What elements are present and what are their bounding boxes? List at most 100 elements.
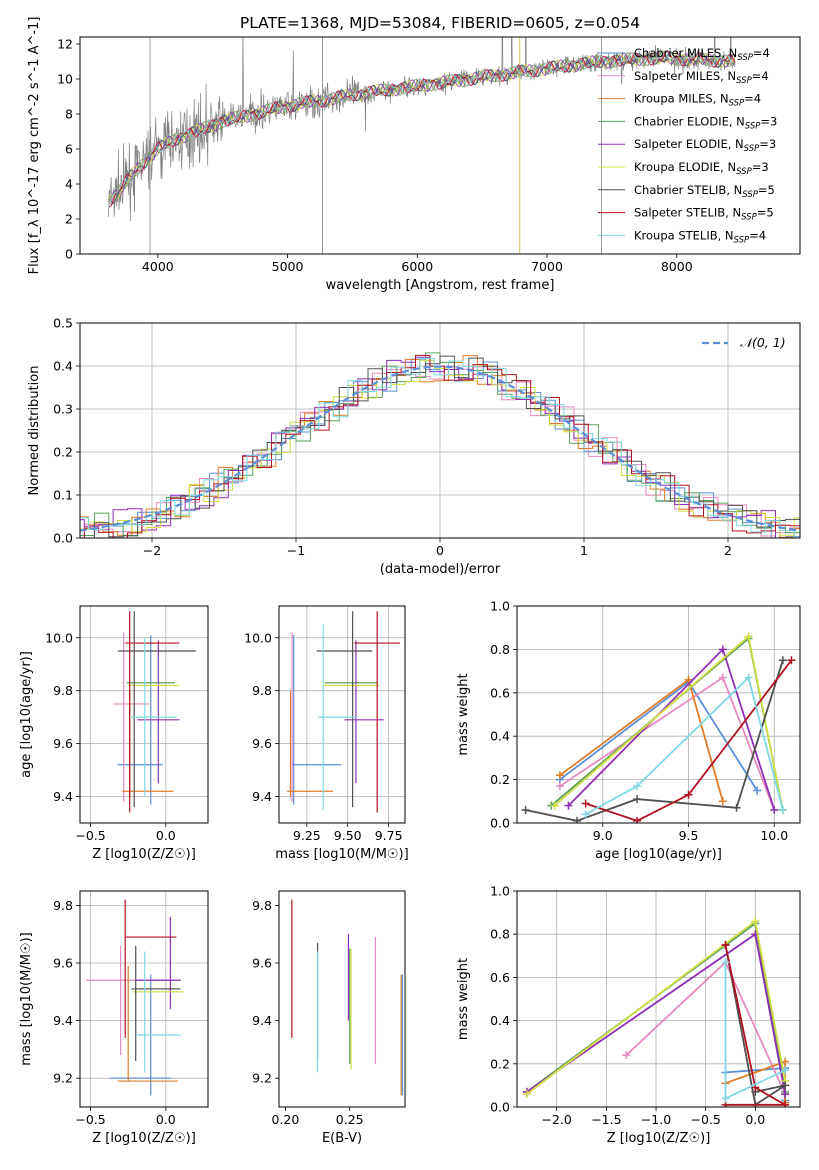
x-tick-label: 9.50 (334, 828, 362, 843)
y-tick-label: 0.5 (53, 316, 73, 331)
weight-marker-kroupa_miles (684, 675, 693, 684)
weight-marker-chabrier_stelib (778, 656, 787, 665)
y-tick-label: 0.0 (490, 816, 510, 831)
weight-marker-salpeter_stelib (684, 790, 693, 799)
y-tick-label: 9.6 (53, 736, 73, 751)
weight-marker-kroupa_elodie (522, 1090, 531, 1099)
y-tick-label: 4 (65, 177, 73, 192)
weight-marker-salpeter_elodie (781, 1090, 790, 1099)
weight-marker-salpeter_stelib (787, 656, 796, 665)
x-tick-label: 9.25 (293, 828, 321, 843)
x-tick-label: 5000 (272, 259, 304, 274)
weight-marker-chabrier_stelib (781, 1081, 790, 1090)
x-tick-label: 2 (724, 543, 732, 558)
x-tick-label: −1 (287, 543, 305, 558)
x-tick-label: −2.0 (542, 1112, 572, 1127)
legend-suffix: =3 (760, 114, 777, 128)
weight-marker-kroupa_stelib (744, 673, 753, 682)
x-tick-label: 0.0 (156, 828, 176, 843)
legend-label: Salpeter MILES, NSSP=4 (634, 69, 769, 86)
plot-area (80, 352, 800, 538)
y-tick-label: 10 (57, 72, 73, 87)
y-tick-label: 9.8 (252, 898, 272, 913)
legend-label: Chabrier MILES, NSSP=4 (634, 46, 770, 63)
weight-line-chabrier_stelib (724, 944, 786, 1107)
y-tick-label: 9.2 (53, 1071, 73, 1086)
axes-frame (278, 890, 406, 1108)
legend-subscript: SSP (734, 235, 750, 245)
y-tick-label: 0.8 (490, 642, 510, 657)
legend-suffix: =4 (744, 92, 761, 106)
y-axis-label: age [log10(age/yr)] (19, 651, 34, 778)
weight-marker-kroupa_stelib (721, 958, 730, 967)
legend-subscript: SSP (741, 213, 757, 223)
plot-area (86, 899, 184, 1096)
legend-suffix: =5 (758, 183, 775, 197)
x-tick-label: −1.0 (641, 1112, 671, 1127)
y-tick-label: 9.6 (252, 956, 272, 971)
weight-marker-kroupa_stelib (781, 1066, 790, 1075)
weight-marker-salpeter_stelib (581, 799, 590, 808)
legend-subscript: SSP (744, 144, 760, 154)
x-tick-label: 6000 (401, 259, 433, 274)
y-tick-label: 10.0 (45, 630, 73, 645)
x-tick-label: −0.5 (75, 1112, 105, 1127)
model-kroupa_stelib (108, 50, 736, 208)
age-vs-metallicity-panel: −0.5 0.0 9.4 9.6 9.8 10.0 Z [log10(Z/Z☉)] age [… (19, 605, 209, 862)
y-tick-label: 8 (65, 107, 73, 122)
x-tick-label: −0.5 (690, 1112, 720, 1127)
legend-suffix: =3 (752, 160, 769, 174)
weight-marker-chabrier_stelib (521, 805, 530, 814)
x-tick-label: 0.20 (272, 1112, 300, 1127)
y-axis-label: Normed distribution (27, 366, 42, 496)
mass-vs-ebv-panel: 0.20 0.25 9.2 9.4 9.6 9.8 E(B-V) (252, 890, 406, 1146)
y-tick-label: 9.4 (53, 1013, 73, 1028)
legend-suffix: =4 (753, 46, 770, 60)
y-tick-label: 0.0 (490, 1100, 510, 1115)
x-tick-label: 0.25 (336, 1112, 364, 1127)
histogram-kroupa_elodie (80, 359, 800, 536)
plot-area (113, 611, 196, 813)
weight-marker-salpeter_stelib (781, 1100, 790, 1107)
y-tick-label: 9.8 (53, 898, 73, 913)
y-tick-label: 1.0 (490, 599, 510, 614)
x-tick-label: 10.0 (760, 828, 788, 843)
x-tick-label: 0.0 (156, 1112, 176, 1127)
y-tick-label: 9.6 (53, 956, 73, 971)
legend-suffix: =4 (752, 69, 769, 83)
y-tick-label: 2 (65, 212, 73, 227)
mass-vs-metallicity-panel: −0.5 0.0 9.2 9.4 9.6 9.8 Z [log10(Z/Z☉)] mass [… (19, 890, 209, 1146)
weight-marker-kroupa_stelib (581, 810, 590, 819)
weight-marker-salpeter_miles (555, 782, 564, 791)
legend-subscript: SSP (736, 76, 752, 86)
axes-frame (516, 890, 801, 1108)
y-axis-label: mass [log10(M/M☉)] (19, 932, 34, 1065)
y-tick-label: 0.2 (490, 1056, 510, 1071)
weight-marker-kroupa_stelib (721, 1094, 730, 1103)
weight-line-kroupa_stelib (585, 675, 784, 816)
legend-label: 𝒩(0, 1) (740, 335, 786, 350)
legend-suffix: =5 (757, 206, 774, 220)
y-tick-label: 9.8 (252, 683, 272, 698)
mass-weight-vs-metallicity-panel: −2.0 −1.5 −1.0 −0.5 0.0 0.0 0.2 0.4 0.6 0.8 1.0 Z [… (456, 884, 801, 1146)
weight-marker-kroupa_elodie (751, 917, 760, 926)
y-tick-label: 0.4 (490, 1013, 510, 1028)
x-tick-label: 8000 (661, 259, 693, 274)
y-tick-label: 6 (65, 142, 73, 157)
legend-label: Chabrier STELIB, NSSP=5 (634, 183, 775, 200)
x-axis-label: Z [log10(Z/Z☉)] (607, 1131, 711, 1146)
x-tick-label: 4000 (142, 259, 174, 274)
weight-marker-salpeter_stelib (721, 941, 730, 949)
x-tick-label: 1 (580, 543, 588, 558)
x-axis-label: age [log10(age/yr)] (595, 847, 722, 862)
y-tick-label: 0.3 (53, 402, 73, 417)
histogram-kroupa_stelib (80, 358, 800, 538)
weight-line-chabrier_elodie (550, 636, 784, 811)
legend-label: Salpeter STELIB, NSSP=5 (634, 206, 774, 223)
weight-marker-kroupa_stelib (778, 805, 787, 814)
weight-marker-kroupa_miles (781, 1057, 790, 1066)
legend-subscript: SSP (736, 167, 752, 177)
y-axis-label: Flux [f_λ 10^-17 erg cm^-2 s^-1 A^-1] (27, 17, 42, 275)
axes-frame (79, 36, 801, 255)
